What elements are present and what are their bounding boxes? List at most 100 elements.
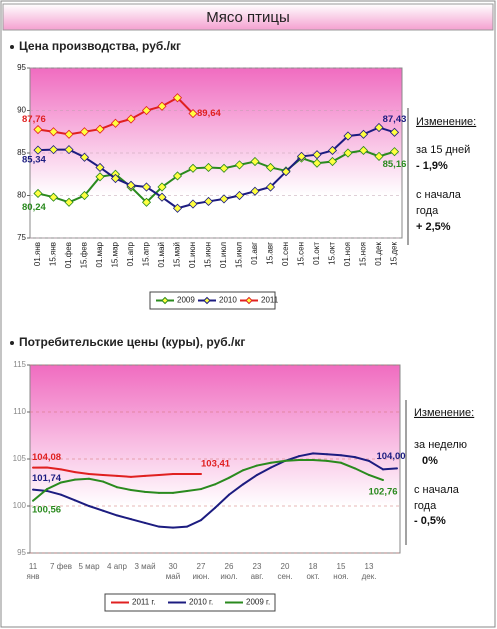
- marker: [126, 114, 136, 124]
- point: [158, 491, 160, 494]
- point: [256, 464, 258, 467]
- point: [200, 488, 202, 491]
- point: [270, 466, 272, 469]
- marker: [250, 156, 260, 167]
- annotation: + 2,5%: [416, 221, 451, 233]
- point: [214, 506, 216, 509]
- chart-title: Потребительские цены (куры), руб./кг: [19, 335, 245, 349]
- point: [46, 488, 48, 491]
- point: [116, 486, 118, 489]
- marker: [219, 163, 229, 173]
- annotation: - 1,9%: [416, 160, 448, 172]
- annotation: с начала: [416, 189, 462, 201]
- point: [228, 493, 230, 496]
- annotation: с начала: [414, 484, 460, 496]
- legend-label: 2011: [261, 296, 279, 305]
- point: [74, 471, 76, 474]
- point: [312, 458, 314, 461]
- point: [102, 480, 104, 483]
- point: [242, 483, 244, 486]
- point: [354, 456, 356, 459]
- marker: [219, 194, 229, 204]
- legend-marker: [161, 296, 169, 305]
- point: [74, 478, 76, 481]
- legend-box: [104, 593, 276, 612]
- y-tick-label: 105: [13, 454, 27, 463]
- point: [382, 479, 384, 482]
- marker: [48, 127, 59, 137]
- marker: [312, 158, 322, 168]
- x-tick-label: ноя.: [333, 572, 348, 581]
- point: [340, 461, 342, 464]
- point: [32, 466, 34, 469]
- x-tick-label: 30: [169, 562, 178, 571]
- marker: [141, 105, 152, 116]
- point: [158, 473, 160, 476]
- marker: [79, 190, 90, 201]
- marker: [389, 127, 400, 137]
- point: [368, 473, 370, 476]
- x-tick-label: 15.ноя: [359, 242, 368, 266]
- point: [186, 489, 188, 492]
- marker: [110, 118, 121, 128]
- point: [32, 488, 34, 491]
- marker: [374, 151, 384, 161]
- x-tick-label: 15: [337, 562, 346, 571]
- value-label: 87,43: [383, 114, 407, 125]
- value-label: 104,08: [32, 452, 61, 463]
- x-tick-label: 20: [281, 562, 290, 571]
- point: [60, 481, 62, 484]
- point: [354, 467, 356, 470]
- point: [382, 468, 384, 471]
- x-tick-label: 01.дек: [374, 242, 383, 266]
- page-title: Мясо птицы: [206, 9, 290, 26]
- point: [172, 473, 174, 476]
- marker: [64, 129, 74, 139]
- marker: [296, 151, 307, 161]
- marker: [327, 156, 338, 167]
- value-label: 100,56: [32, 504, 61, 515]
- x-tick-label: 7 фев: [50, 562, 72, 571]
- marker: [374, 122, 384, 133]
- y-tick-label: 90: [17, 106, 26, 115]
- point: [256, 473, 258, 476]
- x-tick-label: 5 мар: [78, 562, 100, 571]
- bullet: [10, 341, 14, 345]
- x-tick-label: авг.: [251, 572, 264, 581]
- marker: [188, 163, 198, 173]
- x-tick-label: 15.мар: [111, 241, 120, 267]
- x-tick-label: 15.янв: [49, 242, 58, 266]
- x-tick-label: 01.авг: [250, 242, 259, 265]
- y-tick-label: 115: [13, 360, 26, 369]
- marker: [358, 145, 369, 156]
- point: [46, 466, 48, 469]
- value-label: 85,34: [22, 155, 46, 166]
- y-tick-label: 95: [17, 548, 26, 557]
- marker: [389, 147, 400, 157]
- point: [130, 475, 132, 478]
- marker: [157, 101, 167, 111]
- y-tick-label: 85: [17, 148, 26, 157]
- marker: [95, 162, 105, 173]
- point: [186, 473, 188, 476]
- legend-marker: [245, 296, 253, 305]
- marker: [48, 192, 59, 202]
- point: [102, 509, 104, 512]
- marker: [265, 182, 276, 192]
- y-tick-label: 95: [17, 63, 26, 72]
- x-tick-label: 01.окт: [312, 242, 321, 265]
- annotation: 0%: [422, 455, 438, 467]
- y-tick-label: 100: [13, 501, 27, 510]
- point: [130, 518, 132, 521]
- marker: [95, 124, 105, 134]
- x-tick-label: 01.июн: [188, 242, 197, 268]
- point: [144, 474, 146, 477]
- legend-label: 2010: [219, 296, 237, 305]
- marker: [172, 203, 183, 213]
- x-tick-label: 4 апр: [107, 562, 127, 571]
- y-tick-label: 80: [17, 191, 26, 200]
- x-tick-label: 01.ноя: [343, 242, 352, 266]
- annotation: за неделю: [414, 439, 467, 451]
